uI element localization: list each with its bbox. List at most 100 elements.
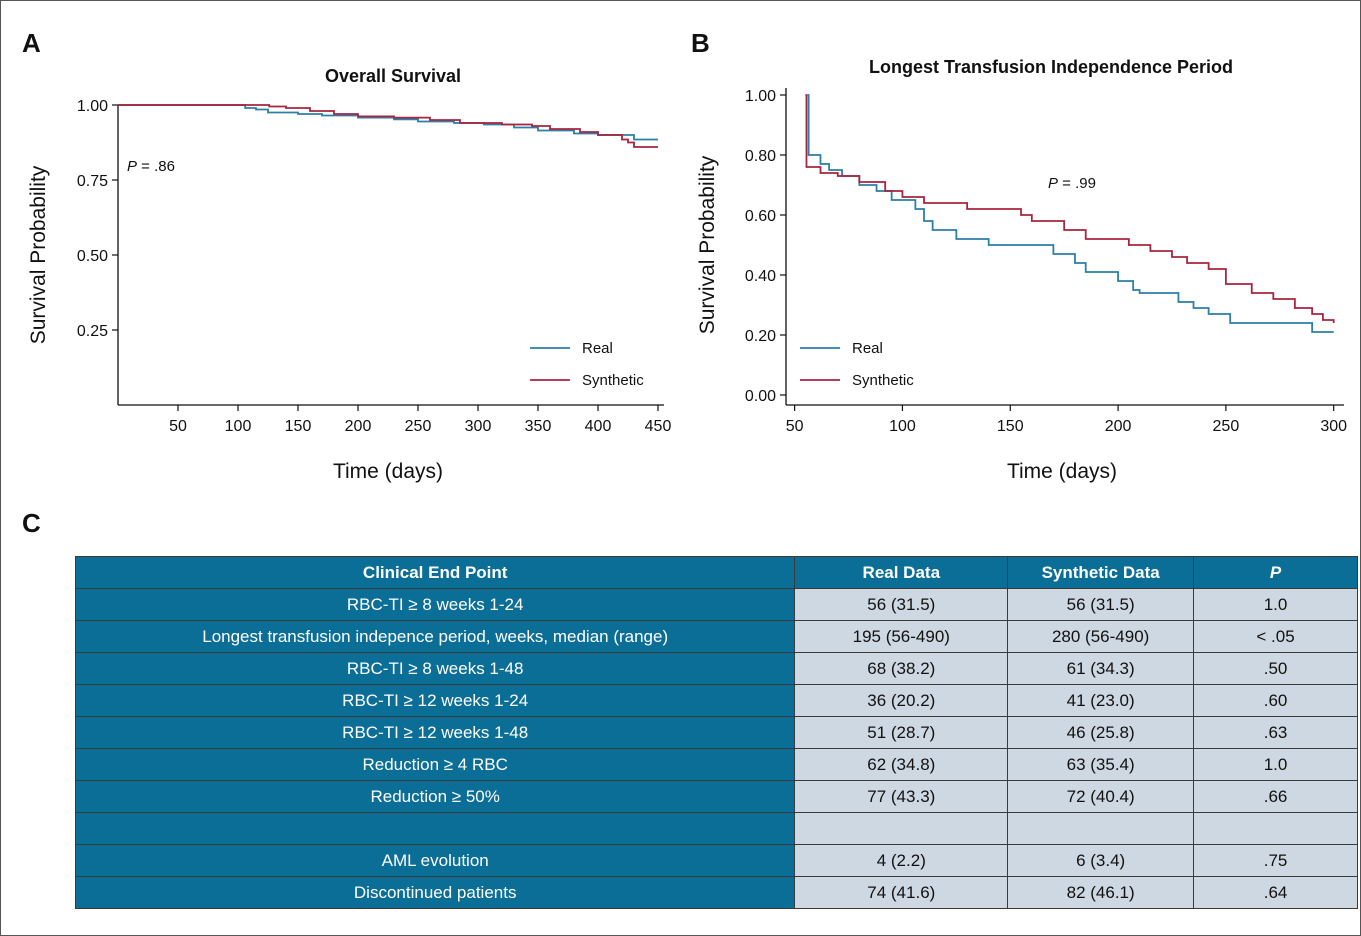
- header-clinical-end-point: Clinical End Point: [74, 556, 796, 589]
- row-label: RBC-TI ≥ 12 weeks 1-24: [74, 684, 796, 717]
- x-axis-label: Time (days): [1007, 460, 1117, 483]
- y-tick-label: 0.80: [745, 148, 776, 165]
- legend-label-synthetic: Synthetic: [852, 372, 914, 389]
- synthetic-value: 56 (31.5): [1007, 588, 1195, 621]
- synthetic-value: 41 (23.0): [1007, 684, 1195, 717]
- table-row: Reduction ≥ 4 RBC 62 (34.8) 63 (35.4) 1.0: [74, 748, 1358, 781]
- x-tick-label: 250: [405, 418, 432, 435]
- table-row: AML evolution 4 (2.2) 6 (3.4) .75: [74, 844, 1358, 877]
- p-italic: P: [1048, 175, 1058, 192]
- x-tick-label: 100: [225, 418, 252, 435]
- header-real-data: Real Data: [794, 556, 1009, 589]
- synthetic-value: 72 (40.4): [1007, 780, 1195, 813]
- row-label: Reduction ≥ 4 RBC: [74, 748, 796, 781]
- synthetic-value: 61 (34.3): [1007, 652, 1195, 685]
- p-value-annotation: P = .86: [127, 158, 175, 175]
- x-tick-label: 300: [465, 418, 492, 435]
- p-value: .50: [1193, 652, 1358, 685]
- p-value: 1.0: [1193, 748, 1358, 781]
- clinical-endpoint-table: Clinical End Point Real Data Synthetic D…: [74, 556, 1358, 909]
- y-axis-label: Survival Probability: [27, 165, 50, 344]
- real-value: 195 (56-490): [794, 620, 1009, 653]
- y-tick-label: 1.00: [77, 98, 108, 115]
- real-value: [794, 812, 1009, 845]
- p-value-text: = .99: [1058, 175, 1096, 192]
- p-value-text: = .86: [137, 158, 175, 175]
- real-value: 56 (31.5): [794, 588, 1009, 621]
- row-label: Reduction ≥ 50%: [74, 780, 796, 813]
- x-tick-label: 400: [585, 418, 612, 435]
- table-row: RBC-TI ≥ 12 weeks 1-24 36 (20.2) 41 (23.0)…: [74, 684, 1358, 717]
- x-tick-label: 50: [169, 418, 187, 435]
- x-tick-label: 200: [1105, 418, 1132, 435]
- row-label: Discontinued patients: [74, 876, 796, 909]
- y-tick-label: 1.00: [745, 88, 776, 105]
- panel-label-c: C: [22, 508, 41, 538]
- table-row: RBC-TI ≥ 8 weeks 1-48 68 (38.2) 61 (34.3).…: [74, 652, 1358, 685]
- real-value: 74 (41.6): [794, 876, 1009, 909]
- row-label: AML evolution: [74, 844, 796, 877]
- p-value: 1.0: [1193, 588, 1358, 621]
- row-label: RBC-TI ≥ 12 weeks 1-48: [74, 716, 796, 749]
- y-tick-label: 0.50: [77, 248, 108, 265]
- legend-label-real: Real: [582, 340, 613, 357]
- header-p-value: P: [1193, 556, 1358, 589]
- synthetic-value: 6 (3.4): [1007, 844, 1195, 877]
- row-label: RBC-TI ≥ 8 weeks 1-48: [74, 652, 796, 685]
- row-label: [74, 812, 796, 845]
- p-value: .63: [1193, 716, 1358, 749]
- y-tick-label: 0.25: [77, 323, 108, 340]
- x-tick-label: 50: [786, 418, 804, 435]
- p-italic: P: [127, 158, 137, 175]
- panel-label-b: B: [691, 28, 710, 58]
- p-value: .60: [1193, 684, 1358, 717]
- y-tick-label: 0.60: [745, 208, 776, 225]
- header-synthetic-data: Synthetic Data: [1007, 556, 1195, 589]
- synthetic-value: 82 (46.1): [1007, 876, 1195, 909]
- y-tick-label: 0.00: [745, 388, 776, 405]
- table-header-row: Clinical End Point Real Data Synthetic D…: [74, 556, 1358, 589]
- synthetic-value: 46 (25.8): [1007, 716, 1195, 749]
- y-tick-label: 0.75: [77, 173, 108, 190]
- x-tick-label: 300: [1320, 418, 1347, 435]
- table-row: Longest transfusion indepence period, we…: [74, 620, 1358, 653]
- real-value: 36 (20.2): [794, 684, 1009, 717]
- synthetic-value: 63 (35.4): [1007, 748, 1195, 781]
- series-line-real: [807, 94, 1334, 333]
- chart-title: Overall Survival: [325, 66, 461, 86]
- series-line-synthetic: [805, 94, 1335, 323]
- real-value: 51 (28.7): [794, 716, 1009, 749]
- table-row: RBC-TI ≥ 12 weeks 1-48 51 (28.7) 46 (25.8)…: [74, 716, 1358, 749]
- p-value: .75: [1193, 844, 1358, 877]
- y-tick-label: 0.40: [745, 268, 776, 285]
- x-tick-label: 350: [525, 418, 552, 435]
- legend-label-synthetic: Synthetic: [582, 372, 644, 389]
- panel-label-a: A: [22, 28, 41, 58]
- p-value-annotation: P = .99: [1048, 175, 1096, 192]
- x-tick-label: 150: [285, 418, 312, 435]
- synthetic-value: [1007, 812, 1195, 845]
- x-tick-label: 200: [345, 418, 372, 435]
- real-value: 77 (43.3): [794, 780, 1009, 813]
- table-row: RBC-TI ≥ 8 weeks 1-24 56 (31.5) 56 (31.5) 1…: [74, 588, 1358, 621]
- series-line-synthetic: [118, 104, 658, 148]
- table-row-empty: [74, 812, 1358, 845]
- overall-survival-chart: Overall Survival 0.25 0.50 0.75 1.00 50 100 150…: [27, 66, 671, 483]
- series-line-real: [118, 104, 658, 141]
- y-tick-label: 0.20: [745, 328, 776, 345]
- p-value: < .05: [1193, 620, 1358, 653]
- synthetic-value: 280 (56-490): [1007, 620, 1195, 653]
- y-axis-label: Survival Probability: [696, 155, 719, 334]
- legend-label-real: Real: [852, 340, 883, 357]
- real-value: 4 (2.2): [794, 844, 1009, 877]
- p-value: .64: [1193, 876, 1358, 909]
- x-tick-label: 150: [997, 418, 1024, 435]
- real-value: 62 (34.8): [794, 748, 1009, 781]
- p-value: .66: [1193, 780, 1358, 813]
- row-label: RBC-TI ≥ 8 weeks 1-24: [74, 588, 796, 621]
- x-tick-label: 250: [1213, 418, 1240, 435]
- x-axis-label: Time (days): [333, 460, 443, 483]
- chart-title: Longest Transfusion Independence Period: [869, 57, 1233, 77]
- table-row: Discontinued patients 74 (41.6) 82 (46.1).…: [74, 876, 1358, 909]
- real-value: 68 (38.2): [794, 652, 1009, 685]
